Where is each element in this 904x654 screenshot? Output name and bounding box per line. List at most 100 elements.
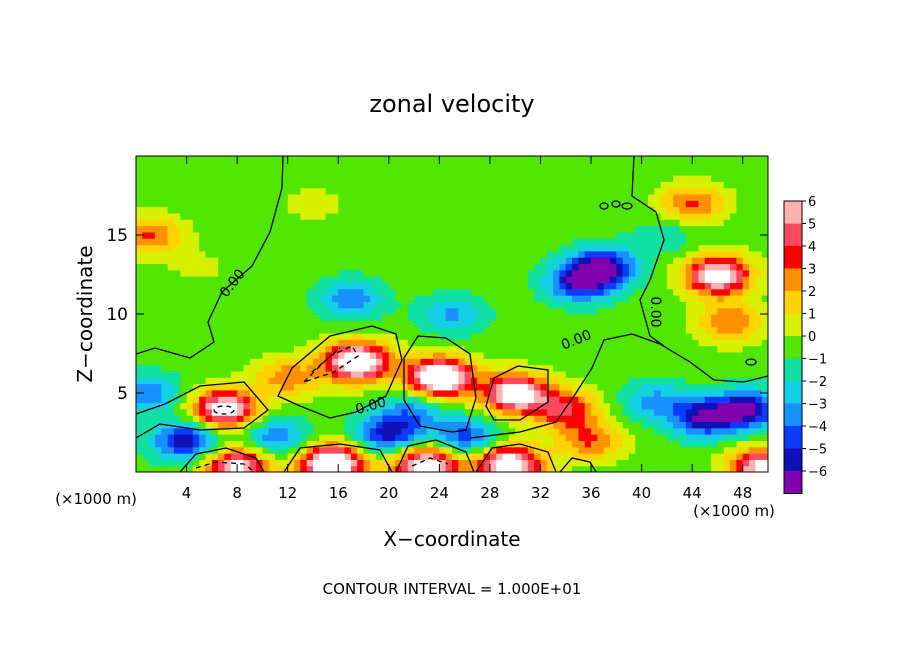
heatmap-cell: [742, 408, 750, 416]
heatmap-cell: [470, 181, 478, 189]
heatmap-cell: [325, 193, 333, 201]
heatmap-cell: [698, 389, 706, 397]
heatmap-cell: [591, 162, 598, 170]
heatmap-cell: [692, 269, 700, 277]
heatmap-cell: [420, 326, 428, 334]
heatmap-cell: [237, 358, 245, 366]
heatmap-cell: [603, 434, 611, 441]
heatmap-cell: [666, 282, 674, 290]
heatmap-cell: [742, 383, 750, 391]
heatmap-cell: [515, 351, 523, 359]
heatmap-cell: [401, 225, 409, 233]
heatmap-cell: [534, 370, 542, 378]
heatmap-cell: [749, 345, 756, 353]
heatmap-cell: [312, 421, 320, 429]
heatmap-cell: [584, 257, 592, 265]
heatmap-cell: [692, 238, 700, 246]
heatmap-cell: [401, 263, 409, 271]
heatmap-cell: [515, 276, 523, 283]
heatmap-cell: [761, 339, 768, 347]
heatmap-cell: [294, 408, 301, 416]
heatmap-cell: [521, 351, 529, 359]
heatmap-cell: [363, 282, 371, 290]
heatmap-cell: [205, 396, 213, 404]
heatmap-cell: [647, 364, 655, 372]
heatmap-cell: [192, 421, 200, 429]
heatmap-cell: [142, 358, 150, 366]
heatmap-cell: [572, 326, 579, 334]
heatmap-cell: [312, 351, 320, 359]
heatmap-cell: [711, 453, 719, 460]
heatmap-cell: [306, 402, 314, 410]
heatmap-cell: [591, 269, 598, 277]
heatmap-cell: [205, 282, 213, 290]
heatmap-cell: [445, 212, 453, 220]
heatmap-cell: [237, 244, 245, 252]
heatmap-cell: [591, 238, 598, 246]
heatmap-cell: [154, 162, 162, 170]
heatmap-cell: [755, 364, 763, 372]
heatmap-cell: [616, 257, 624, 265]
heatmap-cell: [685, 434, 693, 441]
heatmap-cell: [205, 257, 213, 265]
heatmap-cell: [666, 358, 674, 366]
heatmap-cell: [711, 250, 719, 258]
heatmap-cell: [685, 377, 693, 385]
heatmap-cell: [401, 465, 409, 472]
heatmap-cell: [256, 206, 263, 214]
heatmap-cell: [704, 332, 712, 340]
heatmap-cell: [572, 415, 579, 423]
heatmap-cell: [749, 459, 756, 467]
heatmap-cell: [597, 162, 605, 170]
heatmap-cell: [527, 225, 535, 233]
heatmap-cell: [654, 465, 662, 472]
heatmap-cell: [230, 358, 238, 366]
heatmap-cell: [483, 446, 491, 454]
heatmap-cell: [281, 402, 289, 410]
heatmap-cell: [692, 396, 700, 404]
heatmap-cell: [515, 187, 523, 195]
heatmap-cell: [647, 314, 655, 321]
heatmap-cell: [275, 257, 282, 265]
heatmap-cell: [572, 459, 579, 467]
heatmap-cell: [401, 156, 409, 163]
heatmap-cell: [205, 206, 213, 214]
heatmap-cell: [584, 238, 592, 246]
heatmap-cell: [287, 206, 295, 214]
heatmap-cell: [357, 440, 365, 448]
heatmap-cell: [458, 364, 466, 372]
heatmap-cell: [572, 402, 579, 410]
heatmap-cell: [369, 295, 377, 302]
heatmap-cell: [256, 295, 263, 302]
heatmap-cell: [230, 377, 238, 385]
heatmap-cell: [761, 238, 768, 246]
heatmap-cell: [142, 332, 150, 340]
heatmap-cell: [331, 187, 339, 195]
heatmap-cell: [654, 351, 662, 359]
heatmap-cell: [692, 187, 700, 195]
heatmap-cell: [635, 383, 643, 391]
heatmap-cell: [616, 263, 624, 271]
heatmap-cell: [382, 206, 390, 214]
heatmap-cell: [654, 383, 662, 391]
heatmap-cell: [173, 156, 181, 163]
heatmap-cell: [433, 332, 440, 340]
heatmap-cell: [300, 377, 308, 385]
heatmap-cell: [154, 288, 162, 296]
heatmap-cell: [199, 446, 207, 454]
heatmap-cell: [224, 288, 232, 296]
heatmap-cell: [331, 434, 339, 441]
heatmap-cell: [698, 440, 706, 448]
heatmap-cell: [628, 307, 636, 315]
heatmap-cell: [534, 332, 542, 340]
heatmap-cell: [312, 465, 320, 472]
heatmap-cell: [237, 383, 245, 391]
heatmap-cell: [698, 396, 706, 404]
heatmap-cell: [186, 465, 194, 472]
heatmap-cell: [338, 377, 346, 385]
heatmap-cell: [477, 459, 485, 467]
heatmap-cell: [319, 156, 327, 163]
heatmap-cell: [186, 383, 194, 391]
heatmap-cell: [331, 389, 339, 397]
heatmap-cell: [363, 257, 371, 265]
